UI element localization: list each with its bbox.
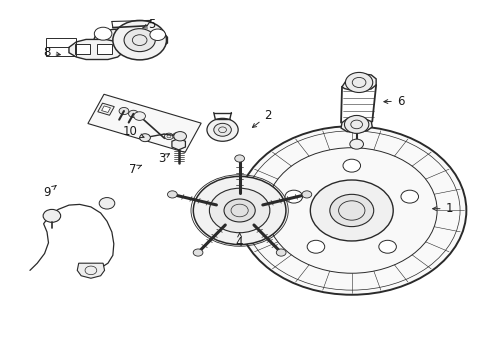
Text: 1: 1 xyxy=(432,202,452,215)
Polygon shape xyxy=(69,40,123,59)
Circle shape xyxy=(234,155,244,162)
Polygon shape xyxy=(93,29,167,53)
Text: 7: 7 xyxy=(128,163,141,176)
Circle shape xyxy=(164,133,173,140)
Circle shape xyxy=(94,27,112,40)
Circle shape xyxy=(99,198,115,209)
Circle shape xyxy=(173,132,186,141)
Circle shape xyxy=(167,191,177,198)
Circle shape xyxy=(349,139,363,149)
Text: 5: 5 xyxy=(142,18,155,31)
Polygon shape xyxy=(172,138,185,150)
Circle shape xyxy=(342,159,360,172)
FancyBboxPatch shape xyxy=(97,44,112,54)
Circle shape xyxy=(172,133,181,139)
Text: 10: 10 xyxy=(122,125,144,138)
Circle shape xyxy=(140,134,150,141)
Circle shape xyxy=(209,188,269,233)
Text: 9: 9 xyxy=(43,185,56,199)
Polygon shape xyxy=(77,263,104,278)
Circle shape xyxy=(344,116,368,134)
Circle shape xyxy=(224,199,255,222)
Circle shape xyxy=(193,249,203,256)
Circle shape xyxy=(302,191,311,198)
Polygon shape xyxy=(102,106,110,112)
Circle shape xyxy=(213,123,231,136)
Text: 8: 8 xyxy=(43,46,60,59)
Circle shape xyxy=(134,112,145,120)
Circle shape xyxy=(378,240,396,253)
Circle shape xyxy=(329,194,373,226)
Bar xyxy=(88,94,201,152)
Polygon shape xyxy=(98,103,114,115)
Circle shape xyxy=(285,190,302,203)
Circle shape xyxy=(193,176,285,244)
Circle shape xyxy=(150,29,165,41)
Circle shape xyxy=(237,126,466,295)
Text: 2: 2 xyxy=(252,109,271,127)
Circle shape xyxy=(310,180,392,241)
FancyBboxPatch shape xyxy=(75,44,90,54)
Polygon shape xyxy=(341,74,375,91)
Circle shape xyxy=(128,110,138,117)
Circle shape xyxy=(113,21,166,60)
Circle shape xyxy=(345,72,372,93)
Circle shape xyxy=(276,249,285,256)
Text: 3: 3 xyxy=(158,152,169,165)
Circle shape xyxy=(400,190,418,203)
Circle shape xyxy=(206,118,238,141)
Circle shape xyxy=(124,29,155,51)
Text: 4: 4 xyxy=(235,233,243,249)
Circle shape xyxy=(43,210,61,222)
Polygon shape xyxy=(340,118,371,133)
Circle shape xyxy=(119,107,128,114)
Circle shape xyxy=(306,240,324,253)
Text: 6: 6 xyxy=(383,95,404,108)
